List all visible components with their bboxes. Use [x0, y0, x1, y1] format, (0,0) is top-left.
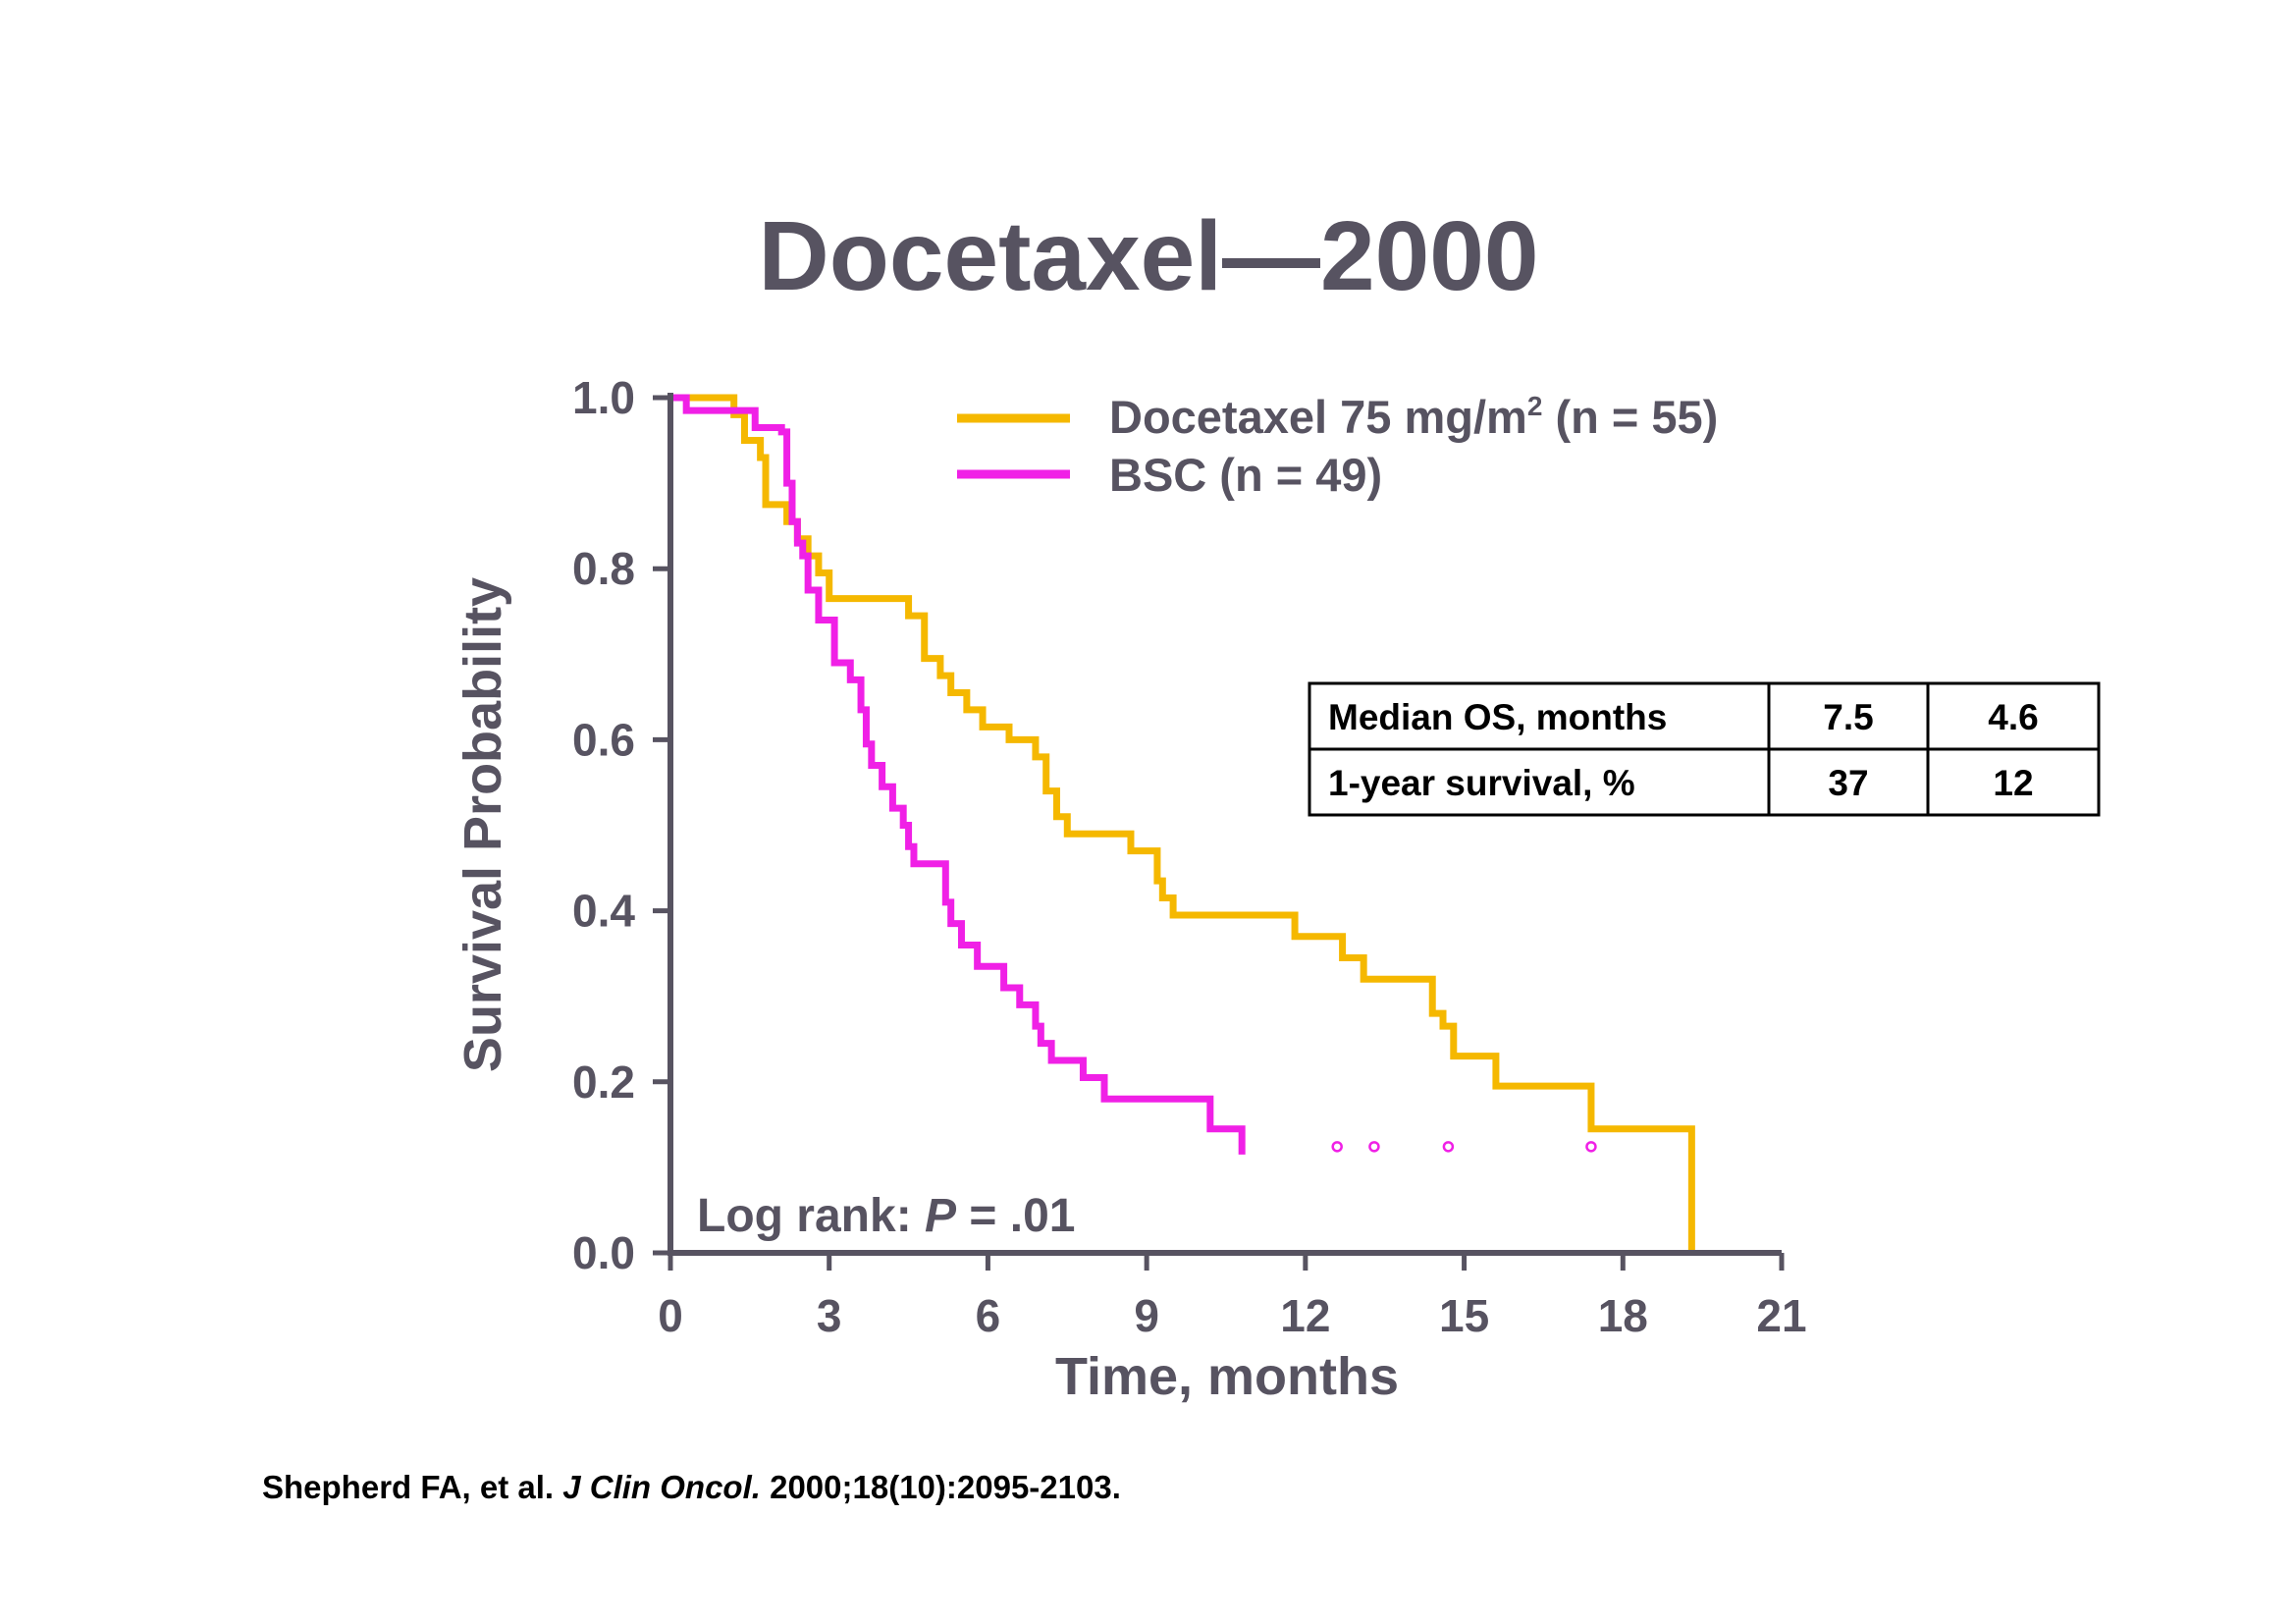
x-tick-label: 15: [1439, 1290, 1489, 1341]
y-tick-label: 0.4: [572, 886, 635, 937]
citation-details: 2000;18(10):2095-2103.: [760, 1469, 1121, 1505]
series-layer: [670, 394, 1695, 1253]
series-line-docetaxel: [670, 394, 1695, 1253]
x-tick-label: 0: [658, 1290, 683, 1341]
censor-mark: [1442, 1141, 1455, 1153]
legend-label-docetaxel: Docetaxel 75 mg/m2 (n = 55): [1109, 391, 1718, 443]
x-tick-label: 9: [1134, 1290, 1159, 1341]
citation: Shepherd FA, et al. J Clin Oncol. 2000;1…: [262, 1469, 1121, 1506]
legend-label-docetaxel-sup: 2: [1527, 391, 1543, 421]
y-tick-label: 0.0: [572, 1227, 635, 1278]
table-cell-median-docetaxel: 7.5: [1823, 697, 1873, 737]
y-tick-label: 0.2: [572, 1056, 635, 1108]
log-rank-p: P: [925, 1190, 957, 1242]
log-rank-prefix: Log rank:: [697, 1190, 925, 1242]
series-line-bsc: [670, 394, 1246, 1155]
table-cell-survival-label: 1-year survival, %: [1328, 763, 1635, 803]
legend-label-docetaxel-tail: (n = 55): [1542, 391, 1718, 443]
censor-mark: [1368, 1141, 1380, 1153]
y-tick-label: 1.0: [572, 372, 635, 423]
table-cell-median-bsc: 4.6: [1988, 697, 2038, 737]
x-axis-title: Time, months: [1055, 1347, 1399, 1406]
citation-journal: J Clin Oncol.: [562, 1469, 761, 1505]
axes: [667, 393, 1782, 1256]
citation-authors: Shepherd FA, et al.: [262, 1469, 563, 1505]
table-cell-survival-bsc: 12: [1993, 763, 2033, 803]
x-tick-label: 12: [1280, 1290, 1330, 1341]
y-tick-label: 0.6: [572, 714, 635, 765]
legend: Docetaxel 75 mg/m2 (n = 55) BSC (n = 49): [957, 391, 1718, 501]
y-axis-title: Survival Probability: [454, 577, 512, 1072]
slide-title: Docetaxel—2000: [759, 201, 1539, 311]
y-tick-label: 0.8: [572, 543, 635, 594]
x-ticks: 0 3 6 9 12 15 18 21: [658, 1253, 1807, 1341]
x-tick-label: 18: [1598, 1290, 1648, 1341]
legend-label-bsc: BSC (n = 49): [1109, 449, 1382, 501]
x-tick-label: 21: [1756, 1290, 1806, 1341]
x-tick-label: 3: [817, 1290, 842, 1341]
log-rank-suffix: = .01: [956, 1190, 1075, 1242]
x-tick-label: 6: [976, 1290, 1001, 1341]
table-cell-median-label: Median OS, months: [1328, 697, 1667, 737]
table-cell-survival-docetaxel: 37: [1828, 763, 1868, 803]
stats-table: Median OS, months 7.5 4.6 1-year surviva…: [1308, 681, 2101, 817]
censor-mark: [1331, 1141, 1343, 1153]
y-ticks: 0.0 0.2 0.4 0.6 0.8 1.0: [572, 372, 670, 1278]
legend-label-docetaxel-main: Docetaxel 75 mg/m: [1109, 391, 1527, 443]
log-rank-annotation: Log rank: P = .01: [697, 1190, 1075, 1242]
censor-mark: [1585, 1141, 1597, 1153]
